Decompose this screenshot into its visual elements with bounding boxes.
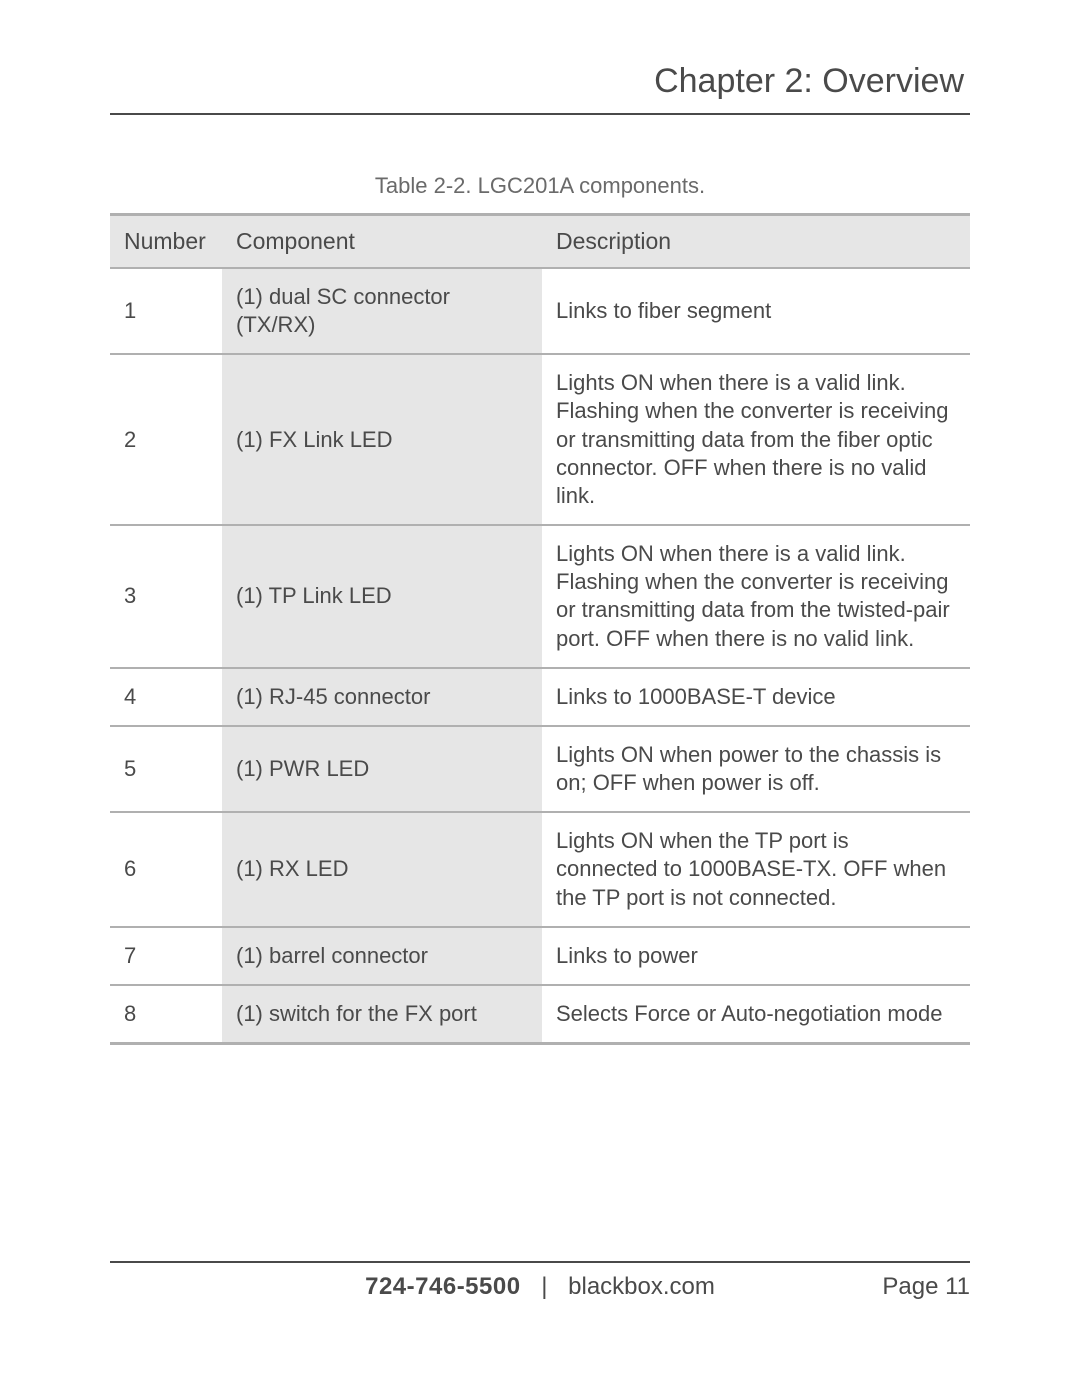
cell-component: (1) RX LED — [222, 812, 542, 926]
table-row: 4 (1) RJ-45 connector Links to 1000BASE-… — [110, 668, 970, 726]
cell-number: 1 — [110, 268, 222, 354]
cell-description: Lights ON when the TP port is connected … — [542, 812, 970, 926]
table-row: 2 (1) FX Link LED Lights ON when there i… — [110, 354, 970, 525]
cell-description: Links to power — [542, 927, 970, 985]
cell-description: Lights ON when there is a valid link. Fl… — [542, 525, 970, 668]
cell-component: (1) dual SC connector (TX/RX) — [222, 268, 542, 354]
table-row: 8 (1) switch for the FX port Selects For… — [110, 985, 970, 1044]
cell-component: (1) barrel connector — [222, 927, 542, 985]
table-row: 3 (1) TP Link LED Lights ON when there i… — [110, 525, 970, 668]
cell-component: (1) RJ-45 connector — [222, 668, 542, 726]
footer-site: blackbox.com — [568, 1273, 715, 1300]
chapter-title: Chapter 2: Overview — [110, 62, 970, 115]
table-caption: Table 2-2. LGC201A components. — [110, 173, 970, 199]
table-header-row: Number Component Description — [110, 215, 970, 269]
cell-description: Lights ON when power to the chassis is o… — [542, 726, 970, 812]
col-header-component: Component — [222, 215, 542, 269]
cell-number: 8 — [110, 985, 222, 1044]
cell-component: (1) TP Link LED — [222, 525, 542, 668]
components-table: Number Component Description 1 (1) dual … — [110, 213, 970, 1045]
cell-component: (1) switch for the FX port — [222, 985, 542, 1044]
cell-number: 6 — [110, 812, 222, 926]
footer-page-label: Page 11 — [882, 1273, 970, 1301]
cell-description: Selects Force or Auto-negotiation mode — [542, 985, 970, 1044]
table-body: 1 (1) dual SC connector (TX/RX) Links to… — [110, 268, 970, 1043]
table-row: 6 (1) RX LED Lights ON when the TP port … — [110, 812, 970, 926]
footer-phone: 724-746-5500 — [365, 1273, 520, 1300]
cell-number: 4 — [110, 668, 222, 726]
cell-description: Links to 1000BASE-T device — [542, 668, 970, 726]
table-row: 1 (1) dual SC connector (TX/RX) Links to… — [110, 268, 970, 354]
cell-component: (1) FX Link LED — [222, 354, 542, 525]
cell-number: 3 — [110, 525, 222, 668]
cell-number: 7 — [110, 927, 222, 985]
table-row: 5 (1) PWR LED Lights ON when power to th… — [110, 726, 970, 812]
footer-separator: | — [541, 1273, 547, 1300]
cell-number: 5 — [110, 726, 222, 812]
table-row: 7 (1) barrel connector Links to power — [110, 927, 970, 985]
col-header-number: Number — [110, 215, 222, 269]
cell-description: Lights ON when there is a valid link. Fl… — [542, 354, 970, 525]
col-header-description: Description — [542, 215, 970, 269]
footer-center: 724-746-5500 | blackbox.com — [110, 1273, 970, 1301]
page-footer: 724-746-5500 | blackbox.com Page 11 — [110, 1261, 970, 1301]
cell-number: 2 — [110, 354, 222, 525]
cell-component: (1) PWR LED — [222, 726, 542, 812]
cell-description: Links to fiber segment — [542, 268, 970, 354]
